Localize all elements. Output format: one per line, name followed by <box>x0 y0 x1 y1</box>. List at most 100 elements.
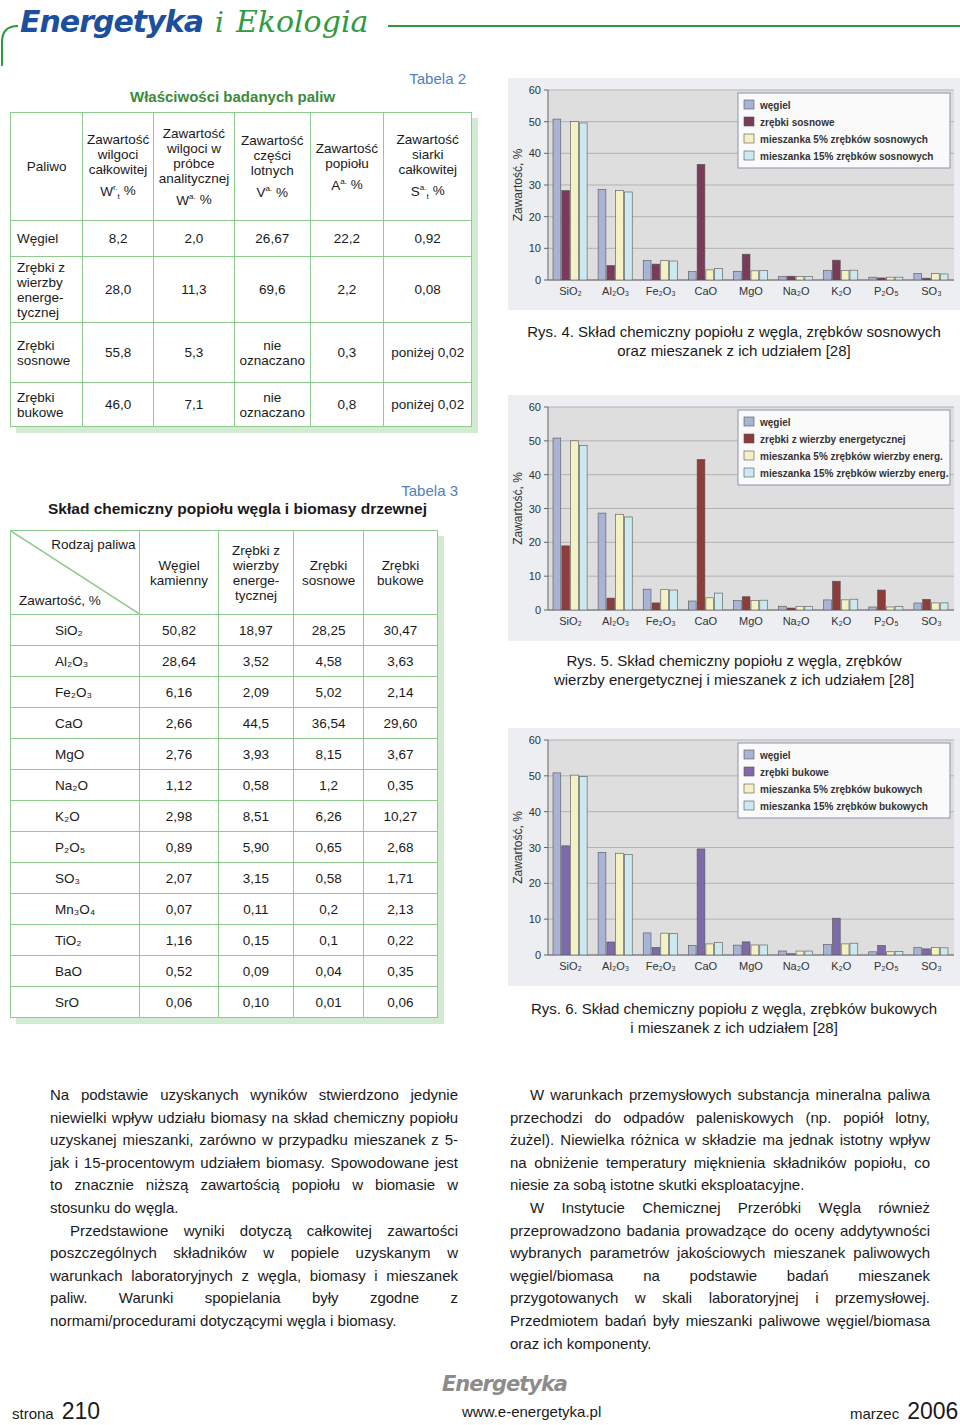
table-header-cell: Zrębki bukowe <box>363 531 437 615</box>
table-row: Na₂O1,120,581,20,35 <box>11 770 438 801</box>
bar <box>832 260 840 280</box>
legend-swatch <box>744 451 754 460</box>
table-cell: 0,52 <box>140 956 218 987</box>
header-symbol: Wa.% <box>157 192 231 208</box>
table-row: SiO₂50,8218,9728,2530,47 <box>11 615 438 646</box>
table-cell: 0,10 <box>218 987 294 1018</box>
bar <box>805 951 813 955</box>
table-cell: 0,65 <box>294 832 363 863</box>
table: Rodzaj paliwaZawartość, %Węgiel kamienny… <box>10 530 438 1018</box>
table-row: Zrębki sosnowe55,85,3nie oznaczano0,3pon… <box>11 323 472 383</box>
tick-label: 0 <box>535 604 541 616</box>
legend-swatch <box>744 468 754 477</box>
bar <box>940 948 948 955</box>
year: 2006 <box>907 1398 958 1424</box>
header-symbol: Sa.t% <box>387 183 468 201</box>
legend-swatch <box>744 417 754 426</box>
tick-label: 10 <box>529 913 541 925</box>
table-header-cell: Zrębki z wierzby energe­tycznej <box>218 531 294 615</box>
header-title: EnergetykaiEkologia <box>20 4 368 39</box>
category-label: K₂O <box>831 960 852 972</box>
header-connector: i <box>215 6 224 39</box>
symbol-sup: a. <box>265 184 272 193</box>
unit: % <box>200 192 212 207</box>
tick-label: 30 <box>529 179 541 191</box>
grid-line <box>548 740 954 741</box>
corner-bottom: Zawartość, % <box>19 593 101 608</box>
category-label: P₂O₅ <box>874 615 899 627</box>
category-label: SO₃ <box>921 615 941 627</box>
bar <box>706 944 714 955</box>
bar <box>715 593 723 610</box>
table-cell: 50,82 <box>140 615 218 646</box>
table-cell: 0,08 <box>384 257 472 323</box>
bar <box>850 599 858 610</box>
bar <box>787 954 795 955</box>
grid-line <box>548 542 954 543</box>
tick-label: 30 <box>529 503 541 515</box>
table-cell: 3,52 <box>218 646 294 677</box>
bar <box>850 943 858 955</box>
table-cell: 0,58 <box>294 863 363 894</box>
table-cell: 28,64 <box>140 646 218 677</box>
caption-line: Rys. 4. Skład chemiczny popiołu z węgla,… <box>508 322 960 341</box>
grid-line <box>548 847 954 848</box>
table-cell: 3,63 <box>363 646 437 677</box>
table-header-cell: Paliwo <box>11 113 83 221</box>
bar <box>571 122 579 280</box>
bar <box>931 274 939 280</box>
category-label: SiO₂ <box>559 960 582 972</box>
table-cell: 8,15 <box>294 739 363 770</box>
bar <box>886 277 894 280</box>
header-main: Energetyka <box>20 4 203 39</box>
table-cell: CaO <box>11 708 140 739</box>
tick-mark <box>544 740 548 741</box>
category-label: P₂O₅ <box>874 960 899 972</box>
tick-label: 0 <box>535 274 541 286</box>
bar <box>869 952 877 955</box>
table-cell: 0,07 <box>140 894 218 925</box>
tick-label: 50 <box>529 116 541 128</box>
legend-label: zrębki bukowe <box>760 767 829 778</box>
paragraph: Na podstawie uzyskanych wyników stwierdz… <box>50 1084 458 1220</box>
bar <box>886 952 894 955</box>
table-cell: 2,66 <box>140 708 218 739</box>
table-title: Właściwości badanych paliw <box>130 88 335 105</box>
bar <box>760 271 768 281</box>
bar <box>571 441 579 610</box>
bar <box>643 260 651 280</box>
bar <box>850 270 858 280</box>
tick-label: 60 <box>529 401 541 413</box>
table-cell: 26,67 <box>235 221 311 257</box>
bar <box>751 601 759 610</box>
legend-swatch <box>744 801 754 810</box>
symbol-sup: a. <box>189 192 196 201</box>
figure-caption: Rys. 6. Skład chemiczny popiołu z węgla,… <box>508 999 960 1037</box>
table-cell: 0,89 <box>140 832 218 863</box>
table-cell: Zrębki bukowe <box>11 383 83 427</box>
table-cell: 10,27 <box>363 801 437 832</box>
category-label: Na₂O <box>783 285 810 297</box>
bar <box>779 606 787 610</box>
bar <box>661 260 669 280</box>
table-row: Zrębki bukowe46,07,1nie oznaczano0,8poni… <box>11 383 472 427</box>
grid-line <box>548 216 954 217</box>
y-axis-label: Zawartość, % <box>511 148 525 221</box>
table-cell: 44,5 <box>218 708 294 739</box>
bar <box>697 164 705 280</box>
table-cell: 0,92 <box>384 221 472 257</box>
chart-background <box>508 78 960 310</box>
table-cell: 5,3 <box>153 323 234 383</box>
table-cell: 29,60 <box>363 708 437 739</box>
tick-label: 10 <box>529 570 541 582</box>
footer-logo: Energetyka <box>442 1372 567 1396</box>
text-column: Na podstawie uzyskanych wyników stwierdz… <box>50 1084 458 1333</box>
table-row: Al₂O₃28,643,524,583,63 <box>11 646 438 677</box>
table-cell: 0,15 <box>218 925 294 956</box>
table-row: Zrębki z wierzby energe­tycznej28,011,36… <box>11 257 472 323</box>
bar <box>598 189 606 280</box>
bar <box>616 514 624 610</box>
table-row: Węgiel8,22,026,6722,20,92 <box>11 221 472 257</box>
table-cell: 0,11 <box>218 894 294 925</box>
header-rule <box>388 25 960 27</box>
